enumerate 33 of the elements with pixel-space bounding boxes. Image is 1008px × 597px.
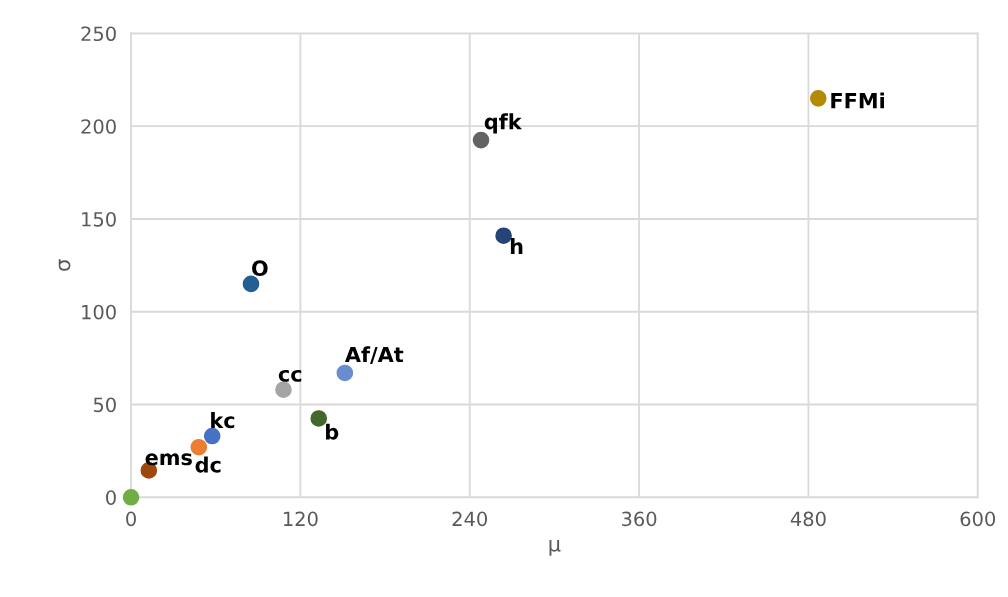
y-tick-label: 200 bbox=[81, 119, 116, 134]
point bbox=[122, 488, 140, 506]
x-axis-title: μ bbox=[549, 540, 561, 556]
series-label: h bbox=[510, 238, 523, 254]
series-label: FFMi bbox=[831, 92, 884, 109]
x-tick-label: 120 bbox=[283, 511, 318, 527]
point bbox=[203, 427, 221, 445]
y-tick-label: 0 bbox=[106, 490, 116, 505]
x-tick-label: 0 bbox=[126, 511, 136, 527]
y-tick-label: 100 bbox=[82, 304, 116, 320]
x-tick-label: 480 bbox=[790, 511, 826, 527]
series-label: ems bbox=[145, 453, 192, 466]
series-label: cc bbox=[278, 369, 302, 382]
point bbox=[809, 90, 827, 107]
x-tick-label: 360 bbox=[622, 511, 657, 527]
y-axis-title: σ bbox=[58, 259, 71, 271]
series-label: Af/At bbox=[344, 346, 404, 364]
point bbox=[310, 410, 328, 427]
x-tick-label: 600 bbox=[960, 511, 996, 527]
y-tick-label: 50 bbox=[93, 397, 116, 413]
point bbox=[242, 275, 260, 293]
series-label: b bbox=[326, 423, 339, 440]
x-tick-label: 240 bbox=[452, 511, 487, 527]
point bbox=[190, 438, 208, 456]
point bbox=[495, 227, 512, 244]
point bbox=[275, 381, 292, 398]
y-tick-label: 250 bbox=[81, 26, 116, 42]
series-label: qfk bbox=[484, 113, 523, 134]
series-label: dc bbox=[195, 456, 221, 473]
point bbox=[336, 364, 354, 382]
y-tick-label: 150 bbox=[82, 211, 116, 227]
series-label: kc bbox=[211, 412, 235, 429]
series-label: O bbox=[252, 260, 268, 277]
